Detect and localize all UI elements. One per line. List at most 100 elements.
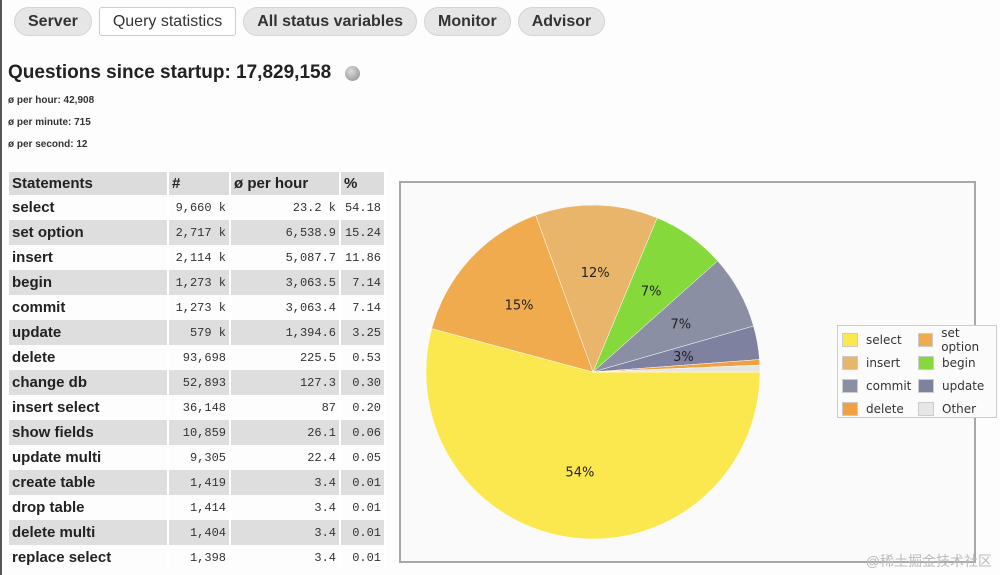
table-row: update multi 9,305 22.4 0.05 bbox=[9, 445, 386, 470]
tab-monitor[interactable]: Monitor bbox=[424, 7, 511, 36]
percent: 0.01 bbox=[341, 520, 386, 545]
rate-per-minute: ø per minute: 715 bbox=[8, 117, 91, 128]
tab-server[interactable]: Server bbox=[14, 7, 92, 36]
statement-name: insert select bbox=[9, 395, 169, 420]
page-heading: Questions since startup: 17,829,158 bbox=[8, 62, 361, 84]
percent: 0.01 bbox=[341, 470, 386, 495]
tab-all-status-variables[interactable]: All status variables bbox=[243, 7, 418, 36]
percent: 0.01 bbox=[341, 545, 386, 570]
legend-label: insert bbox=[866, 355, 901, 370]
rate-per-hour: ø per hour: 42,908 bbox=[8, 95, 95, 106]
per-hour: 3,063.4 bbox=[231, 295, 341, 320]
legend-label: Other bbox=[942, 401, 977, 416]
legend-label: set option bbox=[941, 325, 980, 354]
table-row: begin 1,273 k 3,063.5 7.14 bbox=[9, 270, 386, 295]
tab-query-statistics[interactable]: Query statistics bbox=[98, 7, 237, 36]
statement-name: show fields bbox=[9, 420, 169, 445]
percent: 3.25 bbox=[341, 320, 386, 345]
chart-legend: select set option insert begin commit update d… bbox=[837, 325, 997, 418]
legend-item: Other bbox=[918, 397, 998, 420]
count: 1,419 bbox=[169, 470, 231, 495]
count: 93,698 bbox=[169, 345, 231, 370]
legend-label: update bbox=[942, 378, 985, 393]
per-hour: 225.5 bbox=[231, 345, 341, 370]
per-hour: 22.4 bbox=[231, 445, 341, 470]
per-hour: 3.4 bbox=[231, 545, 341, 570]
per-hour: 23.2 k bbox=[231, 195, 341, 220]
rate-per-second: ø per second: 12 bbox=[8, 139, 88, 150]
table-row: show fields 10,859 26.1 0.06 bbox=[9, 420, 386, 445]
legend-item: commit bbox=[842, 374, 918, 397]
percent: 0.01 bbox=[341, 495, 386, 520]
legend-swatch bbox=[842, 355, 858, 370]
statement-name: commit bbox=[9, 295, 169, 320]
table-row: insert 2,114 k 5,087.7 11.86 bbox=[9, 245, 386, 270]
statement-name: replace select bbox=[9, 545, 169, 570]
percent: 7.14 bbox=[341, 270, 386, 295]
col-per-hour[interactable]: ø per hour bbox=[231, 172, 341, 195]
watermark: @稀土掘金技术社区 bbox=[865, 553, 992, 569]
count: 1,273 k bbox=[169, 295, 231, 320]
legend-item: begin bbox=[918, 351, 998, 374]
table-row: insert select 36,148 87 0.20 bbox=[9, 395, 386, 420]
percent: 0.53 bbox=[341, 345, 386, 370]
per-hour: 3.4 bbox=[231, 495, 341, 520]
legend-swatch bbox=[918, 401, 934, 416]
percent: 0.30 bbox=[341, 370, 386, 395]
statement-name: change db bbox=[9, 370, 169, 395]
tab-advisor[interactable]: Advisor bbox=[517, 7, 606, 36]
count: 2,717 k bbox=[169, 220, 231, 245]
col-statements[interactable]: Statements bbox=[9, 172, 169, 195]
count: 9,305 bbox=[169, 445, 231, 470]
legend-swatch bbox=[918, 378, 934, 393]
questions-title: Questions since startup: 17,829,158 bbox=[8, 62, 332, 83]
legend-swatch bbox=[842, 332, 858, 347]
statement-name: update multi bbox=[9, 445, 169, 470]
statement-name: delete bbox=[9, 345, 169, 370]
count: 1,398 bbox=[169, 545, 231, 570]
percent: 0.06 bbox=[341, 420, 386, 445]
table-row: create table 1,419 3.4 0.01 bbox=[9, 470, 386, 495]
statement-name: begin bbox=[9, 270, 169, 295]
table-row: change db 52,893 127.3 0.30 bbox=[9, 370, 386, 395]
per-hour: 6,538.9 bbox=[231, 220, 341, 245]
col-percent[interactable]: % bbox=[341, 172, 386, 195]
per-hour: 127.3 bbox=[231, 370, 341, 395]
percent: 11.86 bbox=[341, 245, 386, 270]
table-row: delete 93,698 225.5 0.53 bbox=[9, 345, 386, 370]
percent: 0.20 bbox=[341, 395, 386, 420]
table-row: drop table 1,414 3.4 0.01 bbox=[9, 495, 386, 520]
statement-name: set option bbox=[9, 220, 169, 245]
legend-label: select bbox=[866, 332, 902, 347]
table-row: delete multi 1,404 3.4 0.01 bbox=[9, 520, 386, 545]
percent: 0.05 bbox=[341, 445, 386, 470]
help-icon[interactable] bbox=[345, 65, 361, 81]
legend-swatch bbox=[918, 355, 934, 370]
table-row: replace select 1,398 3.4 0.01 bbox=[9, 545, 386, 570]
percent: 54.18 bbox=[341, 195, 386, 220]
count: 52,893 bbox=[169, 370, 231, 395]
per-hour: 5,087.7 bbox=[231, 245, 341, 270]
percent: 7.14 bbox=[341, 295, 386, 320]
legend-swatch bbox=[918, 332, 934, 347]
per-hour: 1,394.6 bbox=[231, 320, 341, 345]
count: 1,414 bbox=[169, 495, 231, 520]
per-hour: 3,063.5 bbox=[231, 270, 341, 295]
table-row: set option 2,717 k 6,538.9 15.24 bbox=[9, 220, 386, 245]
per-hour: 87 bbox=[231, 395, 341, 420]
statement-name: select bbox=[9, 195, 169, 220]
count: 9,660 k bbox=[169, 195, 231, 220]
legend-swatch bbox=[842, 401, 858, 416]
count: 10,859 bbox=[169, 420, 231, 445]
col-count[interactable]: # bbox=[169, 172, 231, 195]
legend-item: insert bbox=[842, 351, 918, 374]
percent: 15.24 bbox=[341, 220, 386, 245]
tab-bar: Server Query statistics All status varia… bbox=[14, 7, 606, 36]
statement-name: drop table bbox=[9, 495, 169, 520]
per-hour: 3.4 bbox=[231, 520, 341, 545]
legend-label: delete bbox=[866, 401, 904, 416]
table-row: select 9,660 k 23.2 k 54.18 bbox=[9, 195, 386, 220]
statement-name: update bbox=[9, 320, 169, 345]
count: 579 k bbox=[169, 320, 231, 345]
